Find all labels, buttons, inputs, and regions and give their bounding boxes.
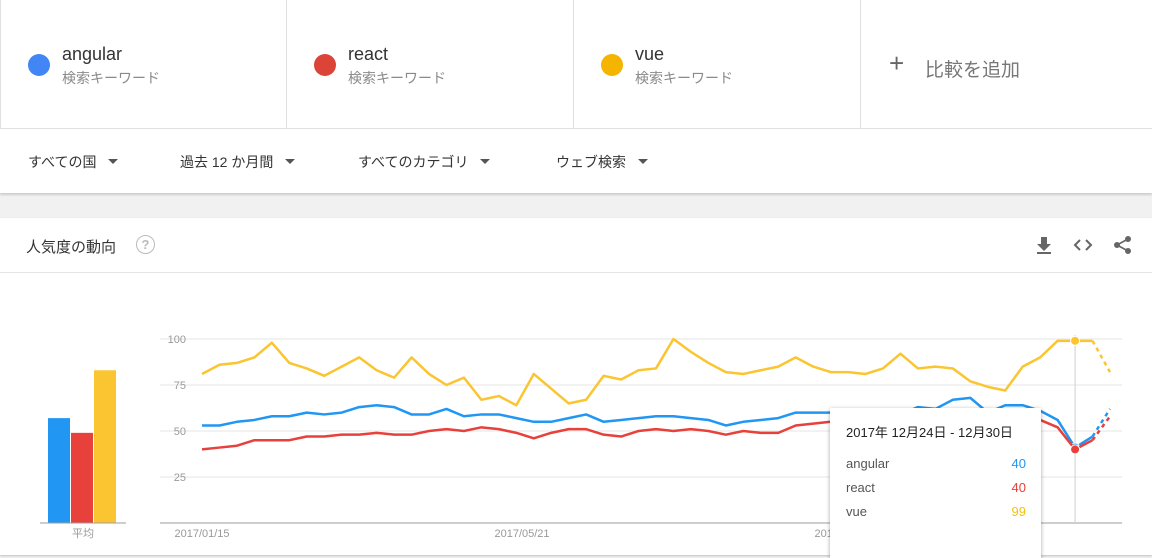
term-name: angular xyxy=(62,44,123,64)
chart-tooltip: 2017年 12月24日 - 12月30日 angular 40 react 4… xyxy=(830,408,1041,558)
y-tick-label: 75 xyxy=(174,380,186,392)
add-compare-label: 比較を追加 xyxy=(925,60,1021,81)
tooltip-series-name: react xyxy=(846,480,875,495)
tooltip-row-react: react 40 xyxy=(846,480,1026,495)
y-tick-label: 100 xyxy=(168,334,186,346)
hover-point-react xyxy=(1070,444,1081,455)
tooltip-series-name: vue xyxy=(846,504,867,519)
term-card-react[interactable]: react 検索キーワード xyxy=(287,0,574,128)
term-card-angular[interactable]: angular 検索キーワード xyxy=(0,0,287,128)
tooltip-row-vue: vue 99 xyxy=(846,504,1026,519)
search-terms-bar: angular 検索キーワード react 検索キーワード vue 検索キーワー… xyxy=(0,0,1152,128)
term-card-vue[interactable]: vue 検索キーワード xyxy=(574,0,861,128)
term-name: react xyxy=(348,44,389,64)
x-tick-label: 2017/05/21 xyxy=(494,528,549,540)
download-icon[interactable] xyxy=(1033,234,1055,256)
filter-search-type[interactable]: ウェブ検索 xyxy=(556,152,648,172)
caret-down-icon xyxy=(480,158,491,164)
term-type: 検索キーワード xyxy=(62,70,160,86)
average-bar-vue xyxy=(94,370,116,523)
filter-label: すべての国 xyxy=(28,154,97,170)
series-line-vue xyxy=(201,337,1093,407)
card-header: 人気度の動向 ? xyxy=(0,218,1152,273)
average-bar-angular xyxy=(48,418,70,523)
term-type: 検索キーワード xyxy=(635,70,733,86)
x-tick-label: 2017/01/15 xyxy=(174,528,229,540)
filter-period[interactable]: 過去 12 か月間 xyxy=(180,152,296,172)
series-partial-line-vue xyxy=(1091,340,1112,373)
average-bar-react xyxy=(71,432,93,523)
tooltip-series-value: 99 xyxy=(1011,504,1026,519)
filter-category[interactable]: すべてのカテゴリ xyxy=(358,152,491,172)
color-dot-icon xyxy=(28,54,50,76)
color-dot-icon xyxy=(314,54,336,76)
caret-down-icon xyxy=(108,158,119,164)
hover-point-vue xyxy=(1070,335,1081,346)
filter-label: 過去 12 か月間 xyxy=(180,154,274,170)
tooltip-series-value: 40 xyxy=(1011,456,1026,471)
embed-code-icon[interactable] xyxy=(1072,234,1094,256)
caret-down-icon xyxy=(638,158,648,164)
interest-over-time-card: 人気度の動向 ? 平均 100 75 50 25 2017/01/15 2017/05/2… xyxy=(0,218,1152,558)
tooltip-series-value: 40 xyxy=(1011,480,1026,495)
tooltip-series-name: angular xyxy=(846,456,890,471)
term-name: vue xyxy=(635,44,665,64)
term-type: 検索キーワード xyxy=(348,70,446,86)
share-icon[interactable] xyxy=(1112,234,1134,256)
card-title: 人気度の動向 xyxy=(26,239,117,256)
filter-label: ウェブ検索 xyxy=(556,154,626,170)
help-icon[interactable]: ? xyxy=(136,235,155,254)
y-tick-label: 50 xyxy=(174,426,186,438)
tooltip-row-angular: angular 40 xyxy=(846,456,1026,471)
trend-chart: 平均 1007550252017/01/152017/05/212017/09/… xyxy=(40,334,1122,540)
plus-icon: + xyxy=(889,48,905,78)
tooltip-date: 2017年 12月24日 - 12月30日 xyxy=(846,425,1013,440)
add-compare-button[interactable]: + 比較を追加 xyxy=(861,0,1152,128)
series-partial-line-react xyxy=(1091,415,1112,441)
average-label: 平均 xyxy=(72,527,94,540)
color-dot-icon xyxy=(601,54,623,76)
series-partial-line-angular xyxy=(1091,408,1112,438)
caret-down-icon xyxy=(285,158,296,164)
series-line-angular xyxy=(202,396,1094,449)
y-tick-label: 25 xyxy=(174,472,186,484)
filter-country[interactable]: すべての国 xyxy=(28,152,119,172)
filter-label: すべてのカテゴリ xyxy=(358,154,469,170)
filter-bar: すべての国 過去 12 か月間 すべてのカテゴリ ウェブ検索 xyxy=(0,128,1152,193)
